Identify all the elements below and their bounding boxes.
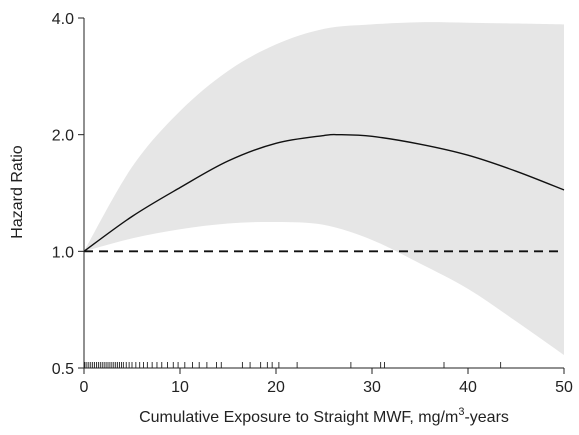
axes-layer: 0.5 1.0 2.0 4.0 0 10 20 30 40 50: [52, 11, 573, 396]
y-tick-label-1: 1.0: [52, 244, 74, 261]
y-tick-label-0: 0.5: [52, 361, 74, 378]
confidence-band-layer: [84, 22, 564, 356]
x-tick-label-4: 40: [459, 379, 477, 396]
x-tick-label-5: 50: [555, 379, 573, 396]
x-tick-label-2: 20: [267, 379, 285, 396]
x-axis-title-superscript: 3: [458, 406, 464, 418]
y-tick-label-2: 2.0: [52, 128, 74, 145]
hazard-curve-layer: [83, 133, 565, 252]
x-axis-title-suffix: -years: [464, 409, 508, 426]
y-axis-title: Hazard Ratio: [9, 145, 26, 238]
hazard-curve-0: [83, 133, 565, 252]
confidence-band: [84, 22, 564, 356]
x-axis-title: Cumulative Exposure to Straight MWF, mg/…: [139, 406, 509, 426]
x-tick-label-1: 10: [171, 379, 189, 396]
x-tick-label-3: 30: [363, 379, 381, 396]
x-axis-title-main: Cumulative Exposure to Straight MWF, mg/…: [139, 409, 458, 426]
y-tick-label-3: 4.0: [52, 11, 74, 28]
x-tick-label-0: 0: [80, 379, 89, 396]
rug-plot-layer: [84, 362, 502, 368]
